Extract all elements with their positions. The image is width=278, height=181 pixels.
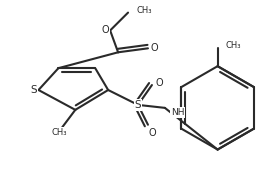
Text: NH: NH — [171, 108, 184, 117]
Text: O: O — [150, 43, 158, 53]
Text: O: O — [155, 78, 163, 88]
Text: O: O — [148, 128, 156, 138]
Text: O: O — [101, 26, 109, 35]
Text: S: S — [135, 100, 141, 110]
Text: CH₃: CH₃ — [51, 128, 67, 137]
Text: S: S — [30, 85, 37, 95]
Text: CH₃: CH₃ — [136, 6, 152, 15]
Text: CH₃: CH₃ — [225, 41, 241, 50]
